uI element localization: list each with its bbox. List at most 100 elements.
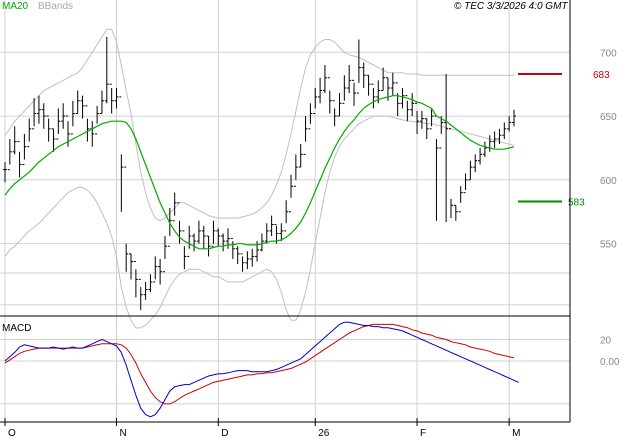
ohlc-bar (245, 251, 250, 270)
ohlc-bar (129, 253, 134, 280)
ohlc-bar (95, 105, 100, 135)
ohlc-bar (448, 128, 453, 219)
ohlc-bar (318, 77, 323, 104)
price-tick-label: 650 (600, 112, 617, 123)
ohlc-bar (458, 186, 463, 213)
ohlc-bar (507, 116, 512, 132)
ohlc-bar (66, 115, 71, 147)
ohlc-bar (85, 105, 90, 142)
ohlc-bar (356, 39, 361, 94)
ohlc-bar (395, 82, 400, 117)
macd-tick-label: 0.00 (600, 357, 620, 368)
ohlc-bar (347, 65, 352, 94)
price-tick-label: 600 (600, 176, 617, 187)
ohlc-bar (415, 102, 420, 134)
bollinger-upper-band (4, 28, 514, 222)
ohlc-bar (124, 166, 129, 272)
ohlc-bar (390, 72, 395, 96)
ohlc-bar (293, 154, 298, 187)
ohlc-bar (250, 248, 255, 267)
ohlc-bar (400, 88, 405, 109)
ohlc-bar (109, 83, 114, 114)
ohlc-bar (482, 141, 487, 157)
ohlc-bar (158, 258, 163, 285)
ohlc-bar (468, 160, 473, 181)
ohlc-bar (298, 144, 303, 168)
support-label: 583 (568, 198, 585, 209)
ohlc-bar (36, 95, 41, 124)
ohlc-bar (172, 192, 177, 222)
resistance-label: 683 (593, 70, 610, 81)
ohlc-bar (138, 278, 143, 310)
ohlc-bar (371, 83, 376, 109)
ohlc-bar (264, 223, 269, 244)
ohlc-bar (453, 204, 458, 221)
ohlc-bar (429, 108, 434, 130)
ohlc-bar (153, 256, 158, 283)
ohlc-bar (182, 230, 187, 270)
ohlc-bar (308, 103, 313, 130)
ohlc-bar (70, 100, 75, 135)
ohlc-bar (12, 126, 17, 155)
ohlc-bar (27, 118, 32, 148)
ohlc-bar (337, 93, 342, 117)
x-axis-labels: O N D 26 F M (4, 418, 520, 439)
ohlc-bar (289, 174, 294, 213)
macd-y-axis: 200.00 (600, 335, 620, 367)
macd-line (4, 321, 520, 418)
ohlc-bar (201, 225, 206, 249)
ohlc-bar (322, 65, 327, 94)
macd-title: MACD (2, 323, 31, 334)
price-tick-label: 700 (600, 48, 617, 59)
ohlc-bar (269, 215, 274, 236)
ohlc-bar (211, 220, 216, 247)
ohlc-bar (3, 162, 7, 183)
ohlc-bar (148, 274, 153, 293)
ohlc-bar (192, 233, 197, 252)
ohlc-bar (478, 147, 483, 165)
ohlc-bar (405, 95, 410, 122)
ohlc-bar (303, 116, 308, 155)
ohlc-bar (206, 235, 211, 257)
ohlc-bar (497, 128, 502, 145)
ohlc-bar (216, 228, 221, 247)
ohlc-bar (162, 236, 167, 273)
ohlc-bar (80, 95, 85, 119)
x-tick-label: D (221, 428, 228, 439)
x-tick-label: O (8, 428, 16, 439)
ohlc-bar (221, 233, 226, 252)
ohlc-bar (75, 90, 80, 115)
ohlc-bar (61, 103, 66, 129)
ohlc-bar (473, 154, 478, 173)
ohlc-bar (114, 88, 119, 109)
ohlc-bar (235, 246, 240, 265)
ohlc-bar (41, 103, 46, 129)
x-tick-label: M (512, 428, 520, 439)
ohlc-bar (463, 173, 468, 194)
ohlc-bar (342, 75, 347, 104)
ohlc-bar (99, 90, 104, 115)
x-tick-label: 26 (318, 428, 330, 439)
ohlc-bar (361, 62, 366, 88)
ohlc-bar (7, 139, 12, 171)
ohlc-bar (279, 223, 284, 242)
price-y-axis: 700 650 600 550 (600, 48, 617, 250)
ohlc-bar (502, 122, 507, 140)
ohlc-bar (410, 93, 415, 117)
ohlc-bar (187, 225, 192, 257)
ohlc-bar (381, 67, 386, 92)
ohlc-bar (424, 118, 429, 140)
ohlc-bar (104, 36, 109, 104)
x-tick-label: F (420, 428, 426, 439)
legend-bbands: BBands (38, 1, 73, 12)
ohlc-bar (512, 109, 516, 127)
ohlc-bar (332, 100, 337, 127)
ohlc-bar (327, 77, 332, 114)
ma20-line (4, 95, 515, 250)
ohlc-bar (143, 281, 148, 300)
ohlc-bar (230, 238, 235, 259)
legend-ma20: MA20 (2, 1, 29, 12)
bollinger-lower-band (4, 115, 515, 329)
